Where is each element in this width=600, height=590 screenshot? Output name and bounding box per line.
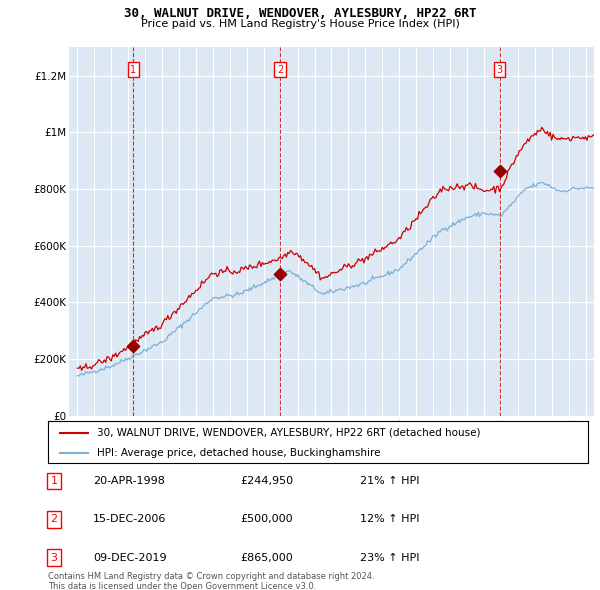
Text: This data is licensed under the Open Government Licence v3.0.: This data is licensed under the Open Gov… [48, 582, 316, 590]
Text: £865,000: £865,000 [240, 553, 293, 562]
Text: HPI: Average price, detached house, Buckinghamshire: HPI: Average price, detached house, Buck… [97, 448, 380, 457]
Text: Price paid vs. HM Land Registry's House Price Index (HPI): Price paid vs. HM Land Registry's House … [140, 19, 460, 29]
Text: £500,000: £500,000 [240, 514, 293, 524]
Text: 12% ↑ HPI: 12% ↑ HPI [360, 514, 419, 524]
Text: 1: 1 [50, 476, 58, 486]
Text: 3: 3 [497, 65, 503, 75]
Point [495, 166, 505, 175]
Point [128, 342, 138, 351]
Text: £244,950: £244,950 [240, 476, 293, 486]
Text: 3: 3 [50, 553, 58, 562]
Text: 21% ↑ HPI: 21% ↑ HPI [360, 476, 419, 486]
Text: 23% ↑ HPI: 23% ↑ HPI [360, 553, 419, 562]
Point [275, 270, 285, 279]
Text: 1: 1 [130, 65, 136, 75]
Text: Contains HM Land Registry data © Crown copyright and database right 2024.: Contains HM Land Registry data © Crown c… [48, 572, 374, 581]
Text: 15-DEC-2006: 15-DEC-2006 [93, 514, 166, 524]
Text: 2: 2 [50, 514, 58, 524]
Text: 30, WALNUT DRIVE, WENDOVER, AYLESBURY, HP22 6RT (detached house): 30, WALNUT DRIVE, WENDOVER, AYLESBURY, H… [97, 428, 480, 438]
Text: 09-DEC-2019: 09-DEC-2019 [93, 553, 167, 562]
Text: 20-APR-1998: 20-APR-1998 [93, 476, 165, 486]
Text: 2: 2 [277, 65, 283, 75]
Text: 30, WALNUT DRIVE, WENDOVER, AYLESBURY, HP22 6RT: 30, WALNUT DRIVE, WENDOVER, AYLESBURY, H… [124, 7, 476, 20]
